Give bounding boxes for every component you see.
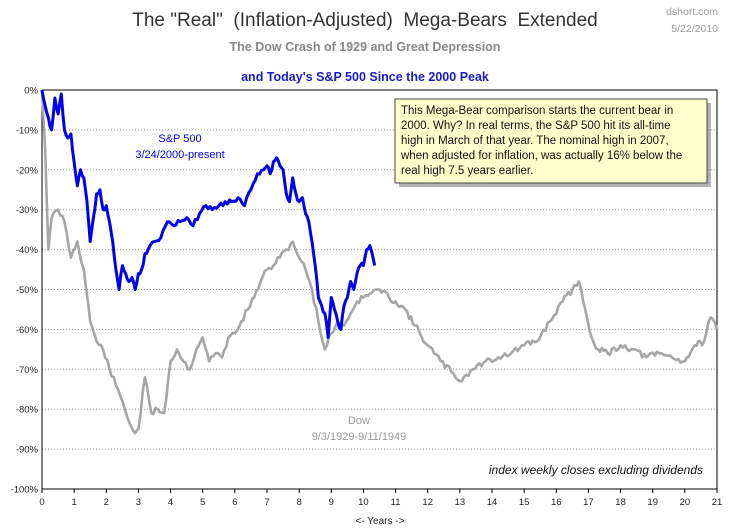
x-tick-label: 17 <box>583 497 594 508</box>
x-tick-label: 6 <box>232 497 237 508</box>
y-tick-label: 0% <box>24 86 38 97</box>
y-tick-label: -60% <box>16 325 39 336</box>
x-tick-label: 7 <box>264 497 269 508</box>
x-tick-label: 9 <box>329 497 334 508</box>
annotation-line: high in March of that year. The nominal … <box>401 135 669 147</box>
x-tick-label: 14 <box>487 497 498 508</box>
y-tick-label: -40% <box>16 245 39 256</box>
y-tick-label: -30% <box>16 205 39 216</box>
series-label-sp500-dates: 3/24/2000-present <box>135 149 224 161</box>
x-tick-label: 18 <box>615 497 626 508</box>
x-tick-label: 1 <box>71 497 76 508</box>
plot-area-border <box>41 89 718 490</box>
x-tick-label: 0 <box>39 497 44 508</box>
x-tick-label: 19 <box>647 497 658 508</box>
chart-subtitle-secondary: and Today's S&P 500 Since the 2000 Peak <box>241 70 489 84</box>
y-axis-ticks: 0% -10% -20% -30% -40% -50% -60% -70% -80% -90% -1… <box>11 86 39 496</box>
x-tick-label: 13 <box>455 497 466 508</box>
annotation-box: This Mega-Bear comparison starts the cur… <box>394 98 711 187</box>
y-tick-label: -50% <box>16 285 39 296</box>
x-tick-label: 8 <box>296 497 301 508</box>
chart-subtitle: The Dow Crash of 1929 and Great Depressi… <box>230 40 501 54</box>
x-tick-label: 2 <box>104 497 109 508</box>
x-tick-label: 4 <box>168 497 173 508</box>
y-tick-label: -70% <box>16 365 39 376</box>
x-tick-label: 5 <box>200 497 205 508</box>
x-tick-label: 3 <box>136 497 141 508</box>
annotation-line: real high 7.5 years earlier. <box>401 165 533 177</box>
series-line-sp500 <box>40 89 377 339</box>
x-tick-label: 10 <box>358 497 369 508</box>
x-axis-ticks: 0 1 2 3 4 5 6 7 8 9 10 11 12 13 14 15 16 17 18 19 20 21 <box>39 489 722 508</box>
y-tick-label: -80% <box>16 405 39 416</box>
annotation-line: 2000. Why? In real terms, the S&P 500 hi… <box>401 120 671 132</box>
x-tick-label: 21 <box>712 497 723 508</box>
date-label: 5/22/2010 <box>671 23 718 35</box>
x-tick-label: 15 <box>519 497 530 508</box>
series-line-dow <box>40 89 719 435</box>
y-tick-label: -10% <box>16 125 39 136</box>
x-tick-label: 11 <box>391 497 401 508</box>
x-tick-label: 12 <box>422 497 433 508</box>
annotation-line: This Mega-Bear comparison starts the cur… <box>401 105 673 117</box>
series-label-dow: Dow <box>348 415 370 427</box>
x-axis-label: <- Years -> <box>356 516 405 527</box>
x-tick-label: 20 <box>680 497 691 508</box>
y-tick-label: -20% <box>16 165 39 176</box>
footnote: index weekly closes excluding dividends <box>489 463 703 477</box>
chart-title: The "Real" (Inflation-Adjusted) Mega-Bea… <box>132 10 598 31</box>
y-tick-label: -90% <box>16 445 39 456</box>
y-tick-label: -100% <box>11 485 39 496</box>
series-label-sp500: S&P 500 <box>158 133 201 145</box>
annotation-line: when adjusted for inflation, was actuall… <box>400 150 682 162</box>
series-label-dow-dates: 9/3/1929-9/11/1949 <box>312 431 407 443</box>
x-tick-label: 16 <box>551 497 562 508</box>
source-label: dshort.com <box>666 6 718 18</box>
